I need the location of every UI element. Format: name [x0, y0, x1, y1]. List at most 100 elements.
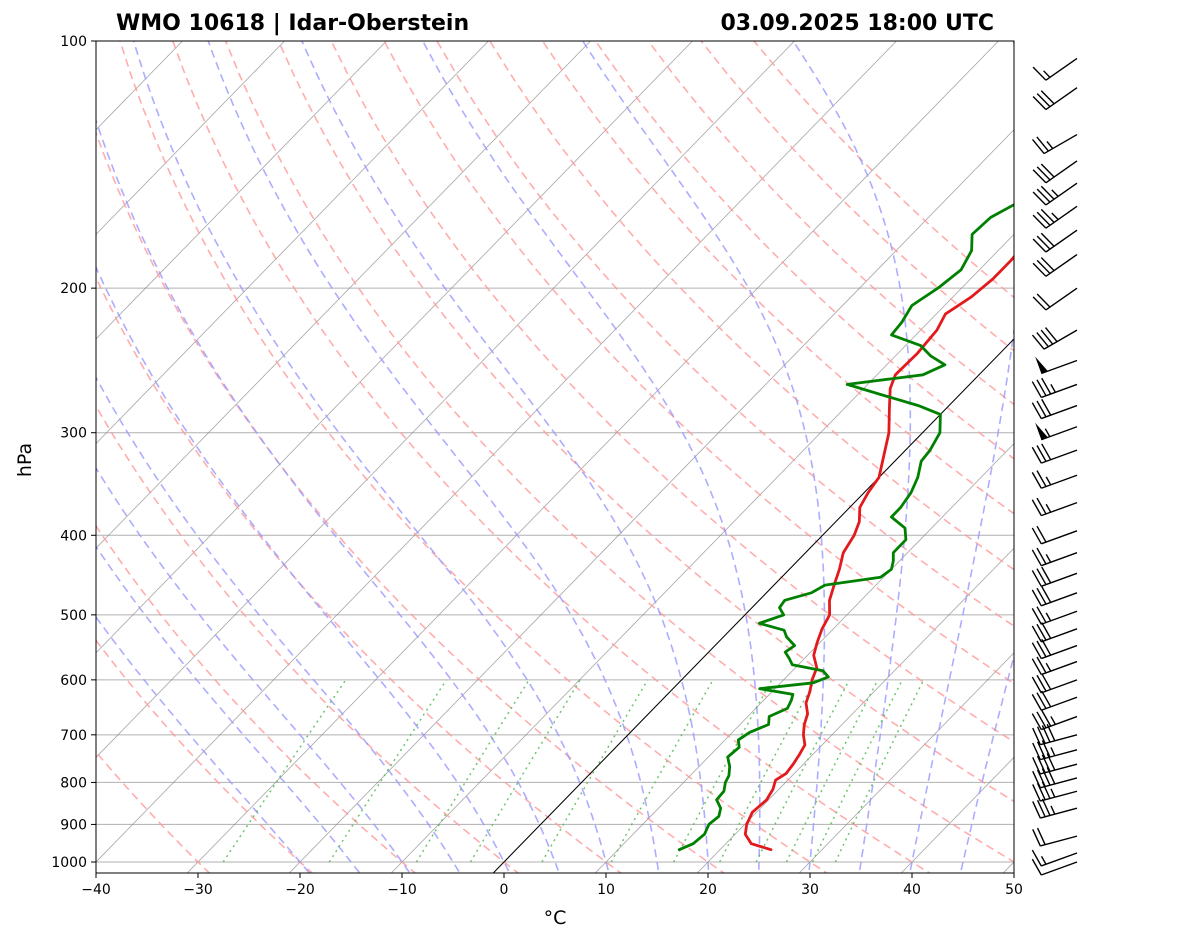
wind-barb-staff: [1045, 253, 1078, 277]
wind-barb-staff: [1040, 763, 1078, 775]
wind-barb-flag: [1031, 642, 1042, 659]
wind-barb-flag: [1032, 66, 1047, 81]
dry-adiabat-line: [96, 639, 314, 873]
wind-barb-flag: [1031, 527, 1042, 545]
wind-barb-flag: [1032, 169, 1047, 184]
wind-barb-flag: [1036, 93, 1051, 108]
y-tick-label: 400: [60, 528, 87, 544]
moist-adiabat-line: [792, 41, 912, 873]
isotherm-line: [96, 41, 286, 235]
wind-barb: [1032, 205, 1078, 229]
wind-barb-flag: [1032, 801, 1041, 819]
wind-barb-flag: [1040, 90, 1055, 105]
wind-barb-flag: [1036, 587, 1047, 605]
wind-barb-flag: [1036, 769, 1046, 787]
wind-barb-flag: [1036, 188, 1051, 203]
wind-barb-flag: [1036, 497, 1047, 515]
moist-adiabat-line: [96, 545, 361, 873]
dry-adiabat-line: [96, 404, 520, 873]
zero-degree-isotherm: [492, 338, 1014, 873]
wind-barb-staff: [1040, 807, 1078, 819]
y-axis-label: hPa: [14, 443, 36, 477]
wind-barb-staff: [1041, 572, 1078, 587]
wind-barb-flag: [1032, 214, 1047, 229]
wind-barb-flag: [1031, 334, 1045, 350]
wind-barb-flag: [1041, 638, 1052, 656]
x-tick-label: 20: [699, 882, 717, 898]
y-tick-label: 800: [60, 775, 87, 791]
wind-barb-staff: [1043, 329, 1078, 350]
dry-adiabat-line: [277, 41, 1014, 803]
wind-barb-flag: [1031, 608, 1042, 625]
wind-barb-flag: [1036, 259, 1051, 274]
wind-barb-staff: [1041, 628, 1078, 643]
wind-barb-half-flag: [1050, 716, 1056, 725]
wind-barb-flag: [1032, 829, 1041, 847]
moist-adiabat-line: [207, 41, 660, 873]
isotherm-line: [0, 3, 15, 882]
wind-barb-flag: [1041, 443, 1052, 461]
wind-barb-flag: [1036, 293, 1051, 308]
isotherm-line: [96, 41, 592, 549]
moist-adiabat-line: [581, 41, 826, 873]
wind-barb: [1031, 566, 1078, 587]
wind-barb-staff: [1041, 696, 1078, 711]
wind-barb-flag: [1032, 757, 1041, 775]
wind-barb-flag: [1036, 827, 1046, 845]
wind-barb-flag: [1036, 332, 1049, 348]
wind-barb-staff: [1045, 205, 1078, 229]
wind-barb-staff: [1041, 474, 1078, 489]
dry-adiabat-line: [647, 41, 1014, 406]
mixing-ratio-line: [469, 679, 581, 863]
wind-barb-flag: [1031, 402, 1042, 419]
wind-barb: [1032, 827, 1078, 847]
moist-adiabat-line: [96, 118, 561, 873]
wind-barb-staff: [1041, 592, 1078, 607]
wind-barb-flag: [1031, 549, 1042, 567]
wind-barb-flag: [1031, 472, 1042, 489]
mixing-ratio-line: [755, 679, 850, 863]
wind-barb-flag: [1041, 690, 1052, 708]
wind-barb-half-flag: [1045, 612, 1052, 622]
wind-barb-half-flag: [1046, 141, 1054, 149]
wind-barb-flag: [1036, 470, 1047, 487]
wind-barb-flag: [1031, 589, 1042, 607]
wind-barb: [1031, 622, 1078, 643]
wind-barb: [1031, 849, 1078, 867]
moist-adiabat-line: [959, 652, 1014, 873]
wind-barb-flag: [1040, 329, 1054, 345]
wind-barb-half-flag: [1044, 428, 1051, 437]
wind-barb-flag: [1036, 623, 1047, 641]
moist-adiabat-line: [301, 41, 710, 873]
x-tick-label: −40: [81, 882, 111, 898]
wind-barb: [1035, 356, 1078, 375]
wind-barb-staff: [1045, 87, 1078, 111]
wind-barb-half-flag: [1045, 476, 1052, 486]
wind-barb: [1031, 656, 1078, 676]
wind-barb-pennant: [1035, 422, 1048, 440]
wind-barb-half-flag: [1045, 553, 1052, 563]
wind-barb: [1031, 525, 1078, 545]
moist-adiabat-line: [96, 615, 311, 873]
dry-adiabat-line: [224, 41, 1014, 863]
dewpoint-profile-line: [677, 203, 1014, 852]
wind-barb-staff: [1041, 715, 1078, 731]
x-tick-label: 40: [903, 882, 921, 898]
mixing-ratio-line: [222, 679, 347, 863]
wind-barb-staff: [1040, 835, 1078, 847]
wind-barb: [1031, 638, 1078, 660]
wind-barb: [1031, 606, 1078, 625]
wind-barb-flag: [1041, 798, 1051, 816]
y-tick-label: 700: [60, 728, 87, 744]
dry-adiabat-line: [594, 41, 1014, 460]
wind-barb: [1032, 798, 1078, 819]
x-tick-label: 30: [801, 882, 819, 898]
dry-adiabat-line: [96, 130, 726, 873]
wind-barb-flag: [1031, 139, 1045, 154]
wind-barb: [1031, 858, 1078, 876]
wind-barb-staff: [1041, 660, 1078, 676]
wind-barb-flag: [1032, 238, 1047, 253]
wind-barb-flag: [1036, 400, 1047, 418]
wind-barb-flag: [1036, 741, 1046, 759]
wind-barb-staff: [1041, 449, 1078, 464]
